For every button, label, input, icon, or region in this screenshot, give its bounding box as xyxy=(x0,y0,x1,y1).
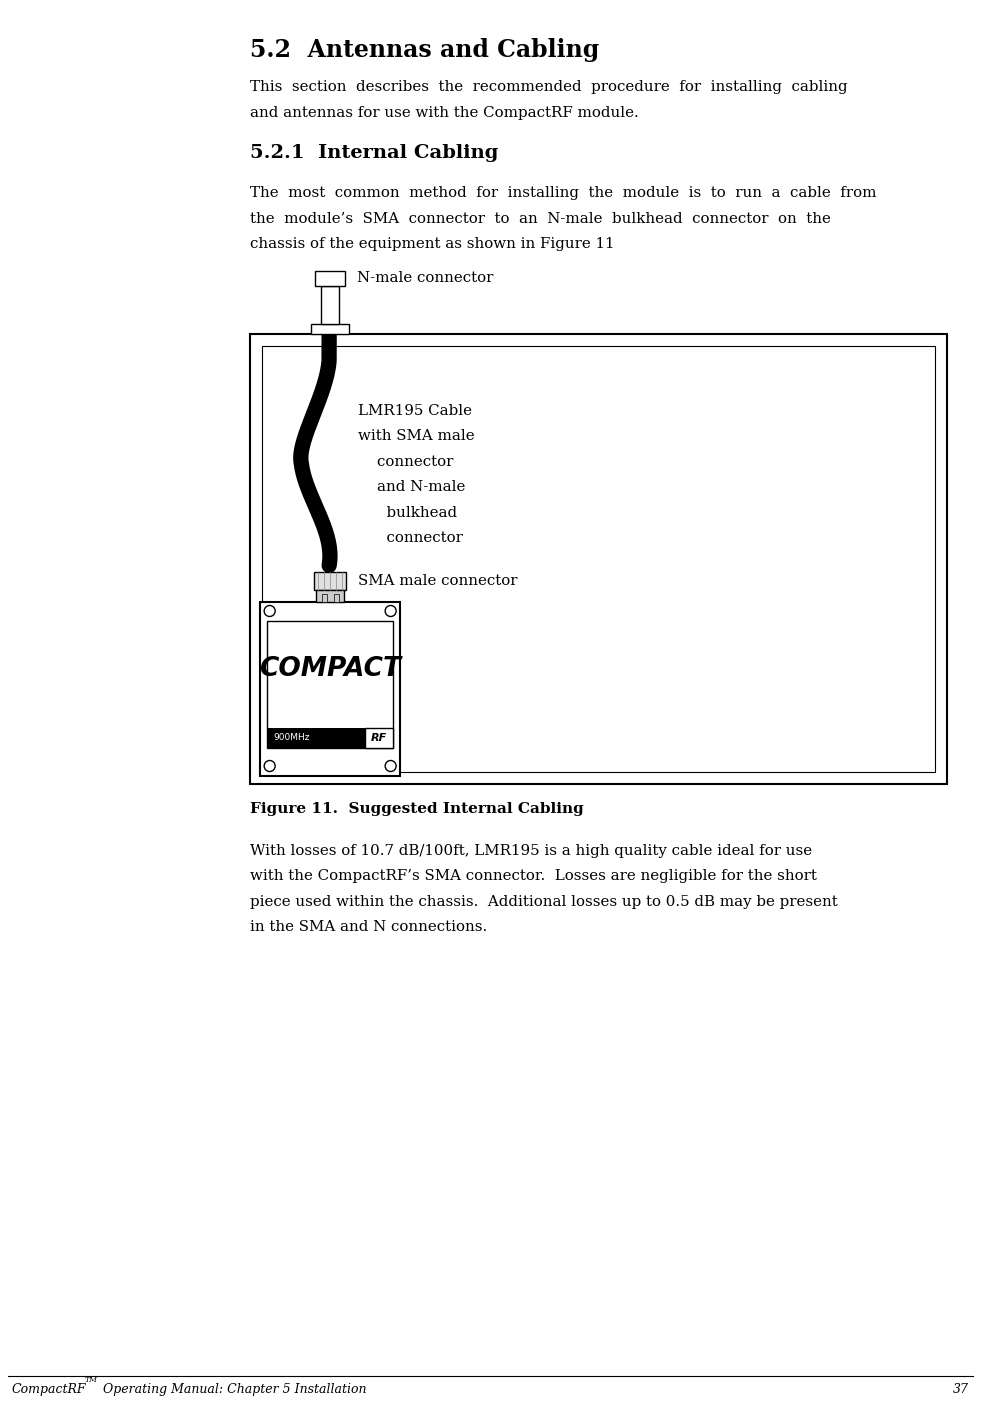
Text: connector: connector xyxy=(358,531,463,545)
Circle shape xyxy=(264,760,275,772)
Text: 900MHz: 900MHz xyxy=(273,733,310,742)
Text: 5.2  Antennas and Cabling: 5.2 Antennas and Cabling xyxy=(250,38,599,62)
Bar xyxy=(334,593,338,602)
Bar xyxy=(314,572,346,589)
Text: chassis of the equipment as shown in Figure 11: chassis of the equipment as shown in Fig… xyxy=(250,236,615,251)
Bar xyxy=(250,334,947,783)
Circle shape xyxy=(264,606,275,616)
Text: with the CompactRF’s SMA connector.  Losses are negligible for the short: with the CompactRF’s SMA connector. Loss… xyxy=(250,869,817,884)
Bar xyxy=(262,346,935,772)
Text: LMR195 Cable: LMR195 Cable xyxy=(358,404,472,418)
Circle shape xyxy=(386,760,396,772)
Text: N-male connector: N-male connector xyxy=(357,270,493,285)
Text: SMA male connector: SMA male connector xyxy=(358,573,518,588)
Text: and N-male: and N-male xyxy=(358,480,466,494)
Bar xyxy=(365,728,393,748)
Text: piece used within the chassis.  Additional losses up to 0.5 dB may be present: piece used within the chassis. Additiona… xyxy=(250,895,838,909)
Bar xyxy=(267,728,365,748)
Text: CompactRF: CompactRF xyxy=(12,1383,86,1396)
Text: and antennas for use with the CompactRF module.: and antennas for use with the CompactRF … xyxy=(250,106,639,119)
Bar xyxy=(322,593,327,602)
Bar xyxy=(267,620,393,748)
Text: This  section  describes  the  recommended  procedure  for  installing  cabling: This section describes the recommended p… xyxy=(250,79,848,93)
Text: TM: TM xyxy=(85,1376,98,1383)
Text: the  module’s  SMA  connector  to  an  N-male  bulkhead  connector  on  the: the module’s SMA connector to an N-male … xyxy=(250,211,831,225)
Text: With losses of 10.7 dB/100ft, LMR195 is a high quality cable ideal for use: With losses of 10.7 dB/100ft, LMR195 is … xyxy=(250,844,812,858)
Text: in the SMA and N connections.: in the SMA and N connections. xyxy=(250,920,488,935)
Text: 37: 37 xyxy=(953,1383,969,1396)
Text: bulkhead: bulkhead xyxy=(358,506,457,520)
Text: 5.2.1  Internal Cabling: 5.2.1 Internal Cabling xyxy=(250,144,498,161)
Text: RF: RF xyxy=(371,732,387,742)
Bar xyxy=(315,270,345,286)
Text: with SMA male: with SMA male xyxy=(358,429,475,443)
Bar xyxy=(321,286,339,323)
Text: connector: connector xyxy=(358,455,453,469)
Text: COMPACT: COMPACT xyxy=(259,656,401,681)
Text: Operating Manual: Chapter 5 Installation: Operating Manual: Chapter 5 Installation xyxy=(99,1383,367,1396)
Bar xyxy=(311,323,349,334)
Text: Figure 11.  Suggested Internal Cabling: Figure 11. Suggested Internal Cabling xyxy=(250,801,584,816)
Bar xyxy=(316,589,344,602)
Text: The  most  common  method  for  installing  the  module  is  to  run  a  cable  : The most common method for installing th… xyxy=(250,185,877,200)
Bar xyxy=(260,602,400,776)
Circle shape xyxy=(386,606,396,616)
